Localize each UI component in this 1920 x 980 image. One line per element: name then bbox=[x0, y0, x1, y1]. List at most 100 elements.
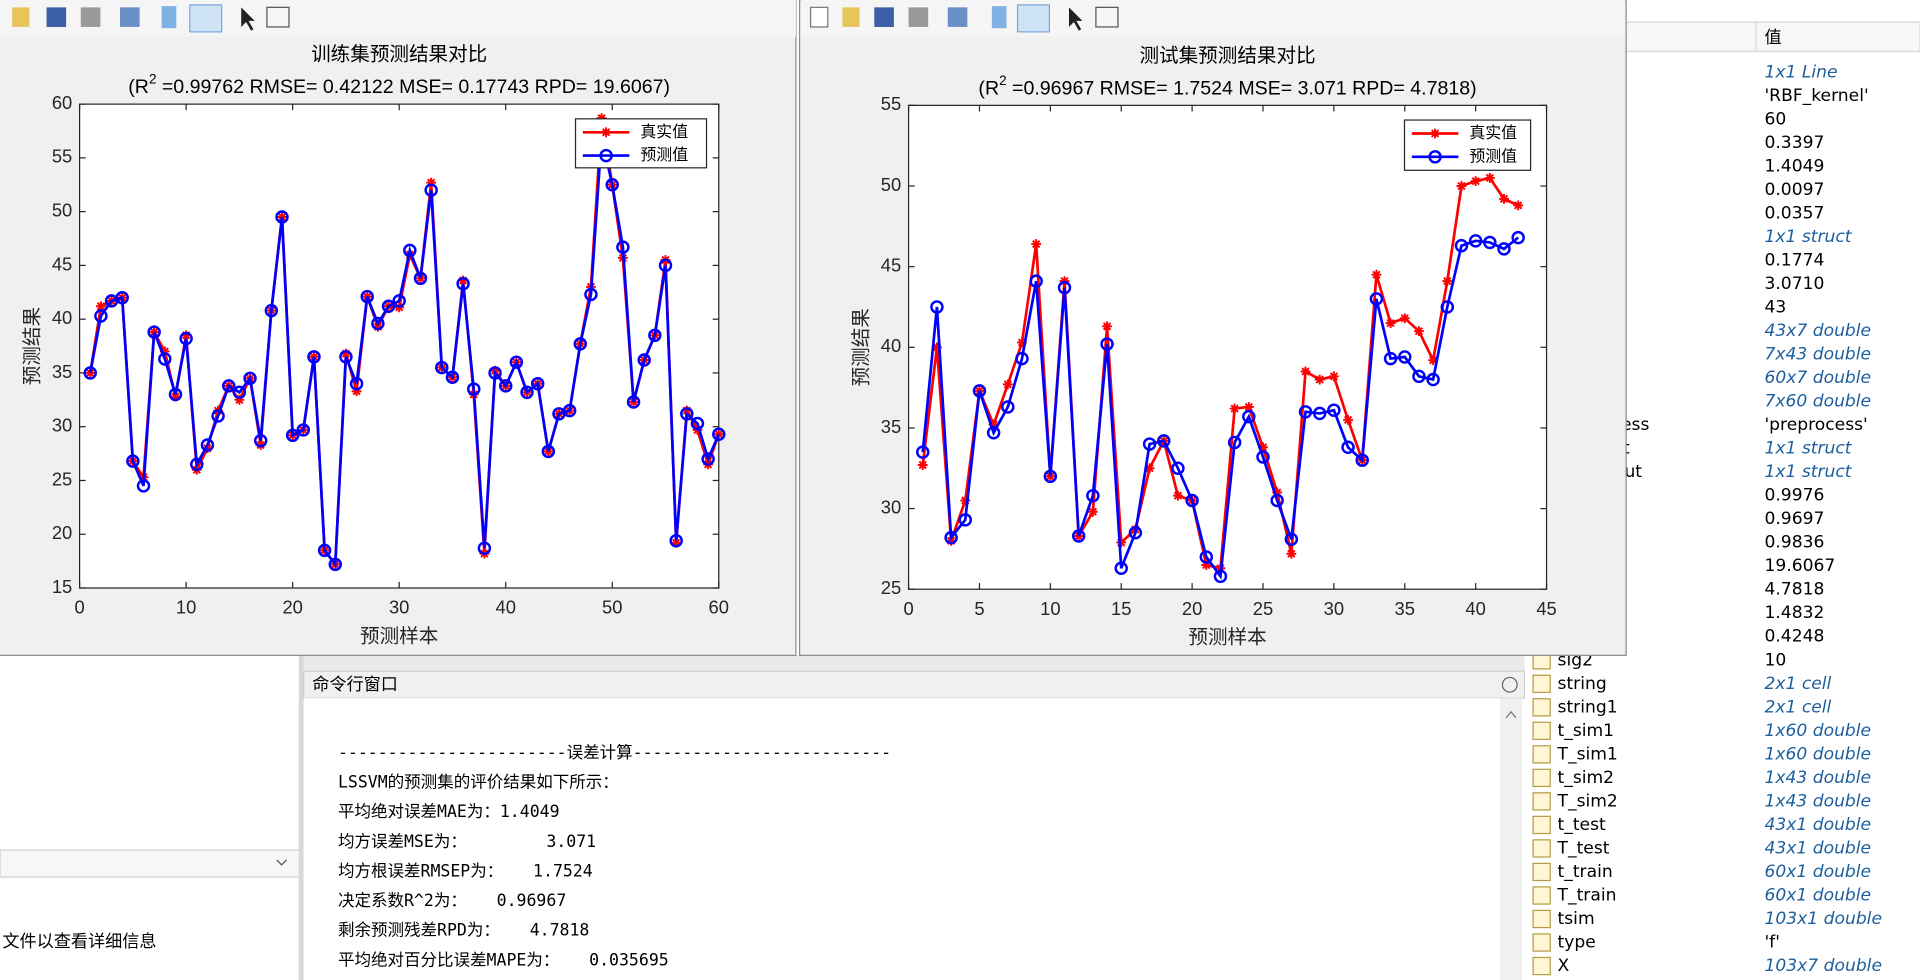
data-point bbox=[1440, 300, 1455, 314]
data-point bbox=[498, 379, 513, 393]
y-tick-label: 20 bbox=[52, 522, 72, 543]
x-tick-label: 10 bbox=[1040, 598, 1060, 619]
pointer-icon[interactable] bbox=[1068, 7, 1083, 31]
data-point bbox=[1428, 355, 1439, 366]
save-icon[interactable] bbox=[46, 7, 67, 27]
data-point bbox=[1328, 371, 1339, 382]
data-point bbox=[1031, 239, 1042, 249]
panel-icon[interactable] bbox=[266, 6, 290, 28]
data-point bbox=[349, 376, 364, 391]
data-point bbox=[424, 183, 438, 197]
subtitle-part: =0.96967 RMSE= 1.7524 MSE= 3.071 RPD= 4.… bbox=[1007, 78, 1477, 100]
data-point bbox=[181, 330, 192, 341]
axes-bg bbox=[79, 104, 719, 588]
data-point bbox=[1201, 560, 1212, 570]
data-point bbox=[1001, 400, 1015, 414]
print-icon[interactable] bbox=[908, 7, 929, 27]
print-icon[interactable] bbox=[80, 7, 101, 27]
variable-value: 60x1 double bbox=[1764, 885, 1871, 905]
v-scrollbar[interactable] bbox=[1500, 698, 1523, 980]
legend-icon[interactable] bbox=[189, 4, 223, 33]
x-tick-label: 25 bbox=[1253, 598, 1273, 619]
legend-icon[interactable] bbox=[1016, 4, 1051, 33]
data-point bbox=[296, 423, 311, 437]
data-point bbox=[1043, 469, 1058, 484]
y-tick-label: 55 bbox=[52, 146, 72, 167]
data-point bbox=[712, 427, 726, 441]
data-point bbox=[159, 346, 170, 357]
variable-value: 1x43 double bbox=[1764, 768, 1871, 788]
data-point bbox=[1412, 369, 1426, 384]
variable-value: 103x1 double bbox=[1764, 909, 1882, 929]
data-point bbox=[351, 386, 362, 397]
variable-value: 2x1 cell bbox=[1764, 697, 1831, 717]
link-icon[interactable] bbox=[947, 7, 968, 27]
command-body bbox=[303, 698, 1500, 980]
open-icon[interactable] bbox=[842, 7, 860, 27]
y-tick-label: 50 bbox=[52, 200, 72, 221]
legend-marker bbox=[1428, 150, 1442, 164]
data-point bbox=[669, 533, 683, 548]
data-point bbox=[96, 301, 106, 312]
data-point bbox=[307, 350, 321, 364]
data-point bbox=[648, 328, 662, 343]
h-scrollbar[interactable] bbox=[303, 655, 1525, 672]
y-tick-label: 45 bbox=[881, 254, 901, 275]
details-hint: 文件以查看详细信息 bbox=[2, 932, 156, 952]
command-window: 命令行窗口 -----------------------误差计算-------… bbox=[303, 655, 1526, 980]
link-icon[interactable] bbox=[120, 7, 140, 27]
scroll-up[interactable] bbox=[1505, 710, 1517, 719]
data-point bbox=[136, 479, 151, 493]
value-header: 值 bbox=[1764, 28, 1781, 48]
left-panel bbox=[0, 655, 300, 980]
variable-name: type bbox=[1558, 933, 1596, 953]
subtitle-part: (R bbox=[978, 78, 999, 100]
variable-icon bbox=[1532, 933, 1551, 952]
open-icon[interactable] bbox=[12, 7, 30, 27]
y-tick-label: 15 bbox=[52, 576, 72, 597]
x-tick-label: 20 bbox=[1182, 598, 1202, 619]
x-tick-label: 45 bbox=[1536, 598, 1556, 619]
variable-icon bbox=[1532, 839, 1551, 858]
data-point bbox=[168, 387, 183, 402]
data-point bbox=[170, 391, 181, 402]
variable-value: 0.9836 bbox=[1764, 533, 1824, 553]
variable-value: 3.0710 bbox=[1764, 274, 1824, 294]
data-point bbox=[986, 426, 1001, 440]
command-line: 决定系数R^2为： 0.96967 bbox=[338, 891, 566, 910]
data-point bbox=[1484, 173, 1495, 183]
data-point bbox=[680, 407, 694, 421]
data-point bbox=[445, 370, 460, 384]
data-point bbox=[490, 365, 500, 376]
variable-value: 0.3397 bbox=[1764, 133, 1824, 153]
variable-icon bbox=[1532, 792, 1551, 811]
pointer-icon[interactable] bbox=[241, 7, 255, 31]
menu-button[interactable] bbox=[1501, 676, 1518, 693]
data-point bbox=[222, 379, 236, 393]
data-point bbox=[339, 350, 353, 364]
variable-icon bbox=[1532, 862, 1551, 882]
details-bar[interactable] bbox=[0, 849, 301, 878]
legend-marker bbox=[1430, 128, 1440, 139]
variable-value: 'RBF_kernel' bbox=[1764, 86, 1868, 106]
panel-icon[interactable] bbox=[1095, 6, 1119, 28]
chart-title: 训练集预测结果对比 bbox=[311, 43, 487, 66]
new-icon[interactable] bbox=[810, 6, 829, 28]
data-point bbox=[1341, 440, 1355, 455]
colorbar-icon[interactable] bbox=[161, 6, 177, 29]
data-point bbox=[317, 543, 332, 558]
variable-value: 2x1 cell bbox=[1764, 674, 1831, 694]
variable-value: 'preprocess' bbox=[1764, 415, 1867, 435]
data-point bbox=[275, 210, 289, 224]
data-point bbox=[1511, 230, 1525, 245]
data-point bbox=[584, 287, 598, 302]
colorbar-icon[interactable] bbox=[991, 6, 1007, 29]
save-icon[interactable] bbox=[874, 7, 894, 27]
data-point bbox=[264, 303, 279, 318]
data-point bbox=[1087, 506, 1098, 517]
variable-icon bbox=[1532, 956, 1551, 976]
variable-value: 60 bbox=[1764, 109, 1786, 129]
variable-value: 1x60 double bbox=[1764, 721, 1871, 741]
variable-name: string1 bbox=[1558, 697, 1618, 717]
command-line: 平均绝对误差MAE为：1.4049 bbox=[338, 802, 560, 821]
